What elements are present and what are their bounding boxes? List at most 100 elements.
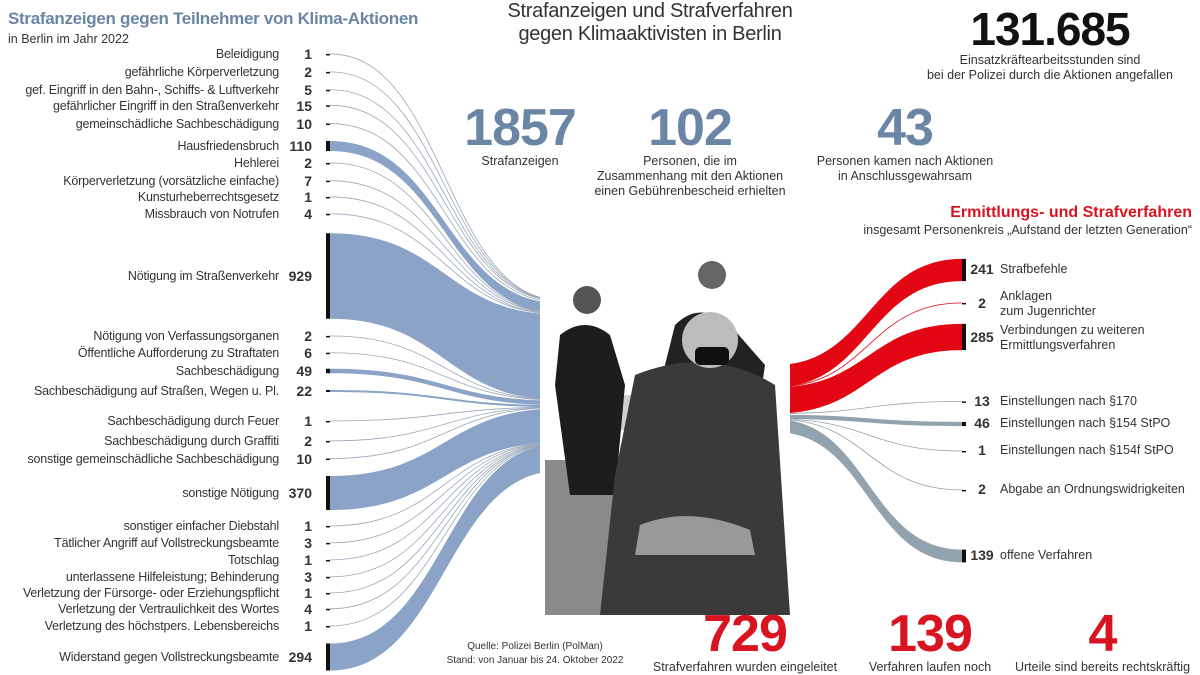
offense-count: 10 (296, 451, 312, 467)
stat-gewahrsam: 43 Personen kamen nach Aktionen in Ansch… (800, 102, 1010, 184)
node-bar-left (326, 592, 330, 595)
offense-label: sonstige gemeinschädliche Sachbeschädigu… (27, 452, 279, 466)
node-bar-left (326, 559, 330, 562)
node-bar-left (326, 576, 330, 579)
offense-row: Nötigung im Straßenverkehr 929 (0, 267, 315, 285)
offense-row: Totschlag 1 (0, 551, 315, 569)
flow-right-2 (775, 323, 962, 414)
node-bar-right (962, 258, 966, 282)
offense-count: 1 (304, 585, 312, 601)
flow-right-7 (775, 419, 962, 563)
flow-left-21 (329, 442, 561, 561)
offense-label: Sachbeschädigung durch Feuer (107, 414, 279, 428)
offense-label: Körperverletzung (vorsätzliche einfache) (63, 174, 279, 188)
node-bar-left (326, 335, 330, 338)
flow-left-11 (329, 335, 561, 401)
node-bar-left (326, 352, 330, 355)
procedure-count: 2 (978, 295, 986, 311)
offense-count: 15 (296, 98, 312, 114)
police-hours-caption: Einsatzkräftearbeitsstunden sind bei der… (926, 53, 1173, 82)
offense-count: 4 (304, 601, 312, 617)
procedure-count: 1 (978, 442, 986, 458)
offense-count: 22 (296, 383, 312, 399)
procedure-label: Verbindungen zu weiteren Ermittlungsverf… (1000, 323, 1145, 352)
offense-row: Sachbeschädigung durch Graffiti 2 (0, 432, 315, 450)
offense-row: gefährlicher Eingriff in den Straßenverk… (0, 97, 315, 115)
offense-row: gefährliche Körperverletzung 2 (0, 63, 315, 81)
offense-row: Hehlerei 2 (0, 154, 315, 172)
offense-label: Beleidigung (215, 47, 279, 61)
flow-left-26 (330, 443, 560, 671)
flow-right-0 (775, 258, 962, 388)
offense-label: unterlassene Hilfeleistung; Behinderung (65, 570, 279, 584)
flow-left-0 (329, 53, 561, 301)
offense-label: sonstiger einfacher Diebstahl (123, 519, 280, 533)
flow-left-22 (329, 442, 561, 578)
offense-count: 929 (288, 268, 312, 284)
offense-label: Sachbeschädigung (175, 364, 279, 378)
offense-label: Missbrauch von Notrufen (144, 207, 280, 221)
offense-count: 4 (304, 206, 312, 222)
flow-right-5 (774, 418, 963, 452)
right-panel-title: Ermittlungs- und Strafverfahren (950, 204, 1192, 221)
procedure-count: 2 (978, 481, 986, 497)
flow-left-5 (330, 140, 560, 314)
node-bar-left (326, 458, 330, 461)
flow-right-3 (774, 401, 963, 414)
node-bar-right (962, 401, 966, 403)
offense-row: Körperverletzung (vorsätzliche einfache)… (0, 172, 315, 190)
flow-left-14 (330, 389, 560, 408)
node-bar-left (326, 475, 330, 511)
procedure-count: 241 (970, 261, 994, 277)
offense-row: sonstige gemeinschädliche Sachbeschädigu… (0, 450, 315, 468)
offense-count: 1 (304, 189, 312, 205)
offense-row: Sachbeschädigung durch Feuer 1 (0, 412, 315, 430)
node-bar-left (326, 643, 330, 671)
offense-label: Kunsturheberrechtsgesetz (137, 190, 279, 204)
offense-row: Sachbeschädigung 49 (0, 362, 315, 380)
flow-left-24 (329, 442, 561, 610)
node-bar-left (326, 123, 330, 126)
flow-left-15 (329, 406, 561, 422)
offense-count: 1 (304, 618, 312, 634)
offense-row: unterlassene Hilfeleistung; Behinderung 3 (0, 568, 315, 586)
flow-left-6 (329, 162, 561, 314)
offense-label: Hausfriedensbruch (177, 139, 279, 153)
offense-label: Totschlag (227, 553, 279, 567)
node-bar-left (326, 162, 330, 165)
offense-count: 1 (304, 413, 312, 429)
stat-laufende-verfahren: 139 Verfahren laufen noch (855, 608, 1005, 675)
stat-value: 102 (648, 99, 733, 157)
node-bar-right (962, 549, 966, 563)
offense-row: gemeinschädliche Sachbeschädigung 10 (0, 115, 315, 133)
node-bar-left (326, 105, 330, 107)
stat-caption: Strafverfahren wurden eingeleitet (652, 660, 838, 674)
offense-label: Hehlerei (234, 156, 279, 170)
offense-label: Nötigung im Straßenverkehr (127, 269, 279, 283)
main-title: Strafanzeigen und Strafverfahren gegen K… (507, 0, 793, 45)
offense-count: 1 (304, 518, 312, 534)
node-bar-left (326, 389, 330, 393)
flow-left-13 (330, 368, 560, 406)
procedure-label: Einstellungen nach §154f StPO (1000, 443, 1174, 457)
flow-left-9 (329, 213, 561, 315)
stat-value: 4 (1088, 605, 1118, 663)
offense-count: 49 (296, 363, 312, 379)
procedure-count: 139 (970, 547, 994, 563)
left-panel-title: Strafanzeigen gegen Teilnehmer von Klima… (8, 9, 419, 28)
offense-row: Verletzung des höchstpers. Lebensbereich… (0, 617, 315, 635)
node-bar-left (326, 233, 330, 319)
procedure-count: 13 (974, 393, 990, 409)
stat-strafverfahren: 729 Strafverfahren wurden eingeleitet (640, 608, 850, 675)
stat-value: 1857 (464, 99, 577, 157)
node-bar-left (326, 196, 330, 199)
offense-count: 5 (304, 82, 312, 98)
flow-right-6 (774, 418, 963, 491)
procedure-label: Strafbefehle (1000, 262, 1068, 276)
offense-row: Öffentliche Aufforderung zu Straftaten 6 (0, 344, 315, 362)
offense-row: Beleidigung 1 (0, 45, 315, 63)
node-bar-left (326, 608, 330, 611)
node-bar-left (326, 140, 330, 152)
offense-row: sonstiger einfacher Diebstahl 1 (0, 517, 315, 535)
